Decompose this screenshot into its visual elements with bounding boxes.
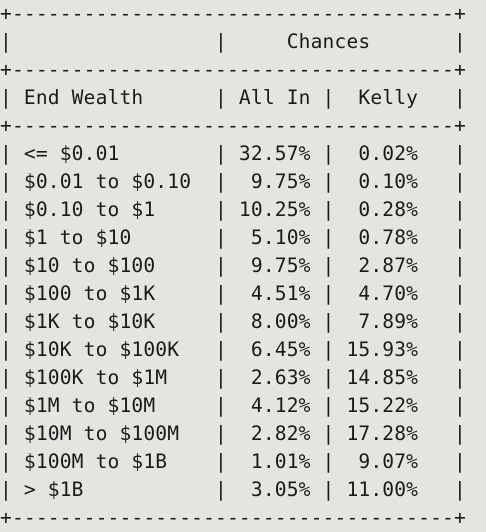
table-row: | $0.01 to $0.10 | 9.75% | 0.10% | — [0, 170, 466, 193]
table-row: | $10K to $100K | 6.45% | 15.93% | — [0, 338, 466, 361]
table-row: | <= $0.01 | 32.57% | 0.02% | — [0, 142, 466, 165]
table-row: | $10 to $100 | 9.75% | 2.87% | — [0, 254, 466, 277]
table-row: | $100M to $1B | 1.01% | 9.07% | — [0, 450, 466, 473]
table-border-top: +-------------------------------------+ — [0, 2, 466, 25]
table-border-bottom: +-------------------------------------+ — [0, 506, 466, 529]
table-border: +-------------------------------------+ — [0, 58, 466, 81]
table-border: +-------------------------------------+ — [0, 114, 466, 137]
table-row: | $0.10 to $1 | 10.25% | 0.28% | — [0, 198, 466, 221]
table-header-row: | End Wealth | All In | Kelly | — [0, 86, 466, 109]
ascii-table: +-------------------------------------+ |… — [0, 2, 466, 529]
table-row: | > $1B | 3.05% | 11.00% | — [0, 478, 466, 501]
table-row: | $1 to $10 | 5.10% | 0.78% | — [0, 226, 466, 249]
table-row: | $10M to $100M | 2.82% | 17.28% | — [0, 422, 466, 445]
table-header-group-row: | | Chances | — [0, 30, 466, 53]
table-row: | $1K to $10K | 8.00% | 7.89% | — [0, 310, 466, 333]
table-row: | $100 to $1K | 4.51% | 4.70% | — [0, 282, 466, 305]
table-row: | $100K to $1M | 2.63% | 14.85% | — [0, 366, 466, 389]
table-row: | $1M to $10M | 4.12% | 15.22% | — [0, 394, 466, 417]
